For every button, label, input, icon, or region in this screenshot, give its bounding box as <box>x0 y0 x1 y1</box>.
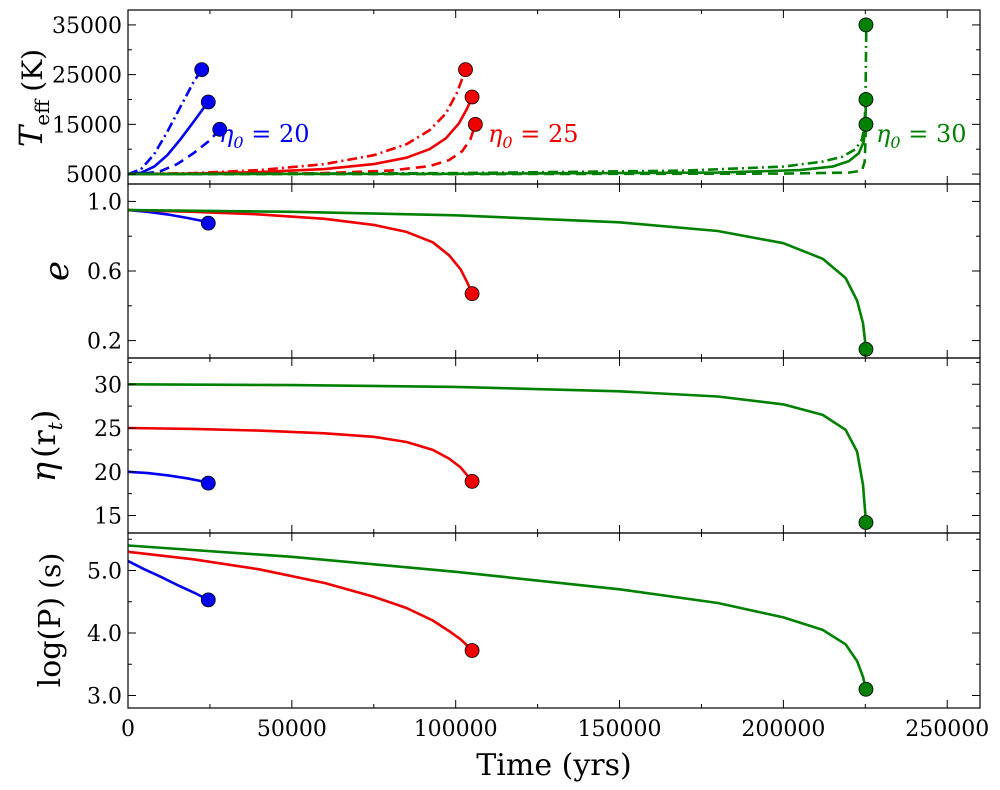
annotation-eta30-sub: 0 <box>890 133 900 152</box>
annotation-eta30-val: = 30 <box>901 120 967 148</box>
logp-marker-2 <box>858 681 874 697</box>
logp-panel: 3.0 4.0 5.0 <box>87 532 981 710</box>
eta-marker-2 <box>858 515 874 530</box>
annotation-eta25: η0 = 25 <box>488 120 578 152</box>
ecc-series-line-1 <box>128 208 474 295</box>
xtick-label-4: 200000 <box>741 717 825 742</box>
logp-series-group <box>128 544 868 690</box>
ecc-ylabel-main: e <box>37 261 77 281</box>
logp-ylabel: log(P) (s) <box>33 553 68 688</box>
xtick-label-0: 0 <box>121 717 135 742</box>
eta-series-group <box>128 383 868 523</box>
teff-ytick-label-0: 5000 <box>66 163 122 188</box>
ecc-marker-1 <box>464 286 480 302</box>
xtick-label-2: 100000 <box>414 717 498 742</box>
logp-series-line-2 <box>128 544 868 690</box>
annotation-eta20-main: η <box>219 120 234 148</box>
eta-ytick-label-2: 25 <box>94 417 122 442</box>
ecc-panel: 0.2 0.6 1.0 <box>87 183 981 359</box>
eta-ylabel-sub: t <box>43 421 67 430</box>
teff-marker-6 <box>858 17 874 33</box>
xtick-label-3: 150000 <box>578 717 662 742</box>
ecc-ytick-label-1: 0.6 <box>87 260 122 285</box>
teff-marker-0 <box>194 62 210 78</box>
teff-marker-1 <box>200 94 216 110</box>
logp-ytick-label-1: 4.0 <box>87 622 122 647</box>
teff-marker-5 <box>467 116 483 132</box>
annotation-eta25-val: = 25 <box>513 120 579 148</box>
teff-marker-7 <box>858 92 874 107</box>
eta-ylabel-close: ) <box>25 410 63 422</box>
ecc-marker-0 <box>200 215 216 231</box>
ecc-frame <box>127 183 981 359</box>
teff-marker-3 <box>458 62 473 78</box>
ecc-ylabel: e <box>37 261 77 281</box>
annotation-eta20-val: = 20 <box>244 120 310 148</box>
eta-marker-1 <box>464 473 480 489</box>
eta-series-line-1 <box>128 426 474 483</box>
teff-ytick-label-1: 15000 <box>52 113 122 138</box>
teff-marker-2 <box>212 121 228 137</box>
teff-marker-8 <box>858 116 874 132</box>
annotation-eta30: η0 = 30 <box>876 120 966 152</box>
teff-ylabel-unit: (K) <box>16 49 49 92</box>
teff-marker-4 <box>464 89 480 105</box>
ecc-series-group <box>128 208 868 350</box>
teff-series-group <box>128 24 868 176</box>
ecc-series-line-2 <box>128 208 868 350</box>
logp-series-line-0 <box>128 559 209 602</box>
annotation-eta25-main: η <box>488 120 503 148</box>
eta-ytick-label-1: 20 <box>94 461 122 486</box>
teff-panel: 5000 15000 25000 35000 <box>52 9 981 188</box>
teff-series-line-8 <box>128 24 868 176</box>
logp-ytick-label-2: 5.0 <box>87 560 122 585</box>
eta-marker-0 <box>200 475 216 491</box>
eta-ylabel-paren: (r <box>25 429 63 457</box>
logp-marker-1 <box>464 643 480 658</box>
teff-ylabel-main: T <box>12 123 50 147</box>
panels: 5000 15000 25000 35000 0.2 0.6 1.0 15 20 25 30 3.0 4… <box>52 9 989 742</box>
teff-ylabel: Teff (K) <box>12 49 54 147</box>
logp-ytick-label-0: 3.0 <box>87 685 122 710</box>
annotation-eta20-sub: 0 <box>233 133 243 152</box>
eta-series-line-2 <box>128 383 868 523</box>
annotation-eta20: η0 = 20 <box>219 120 309 152</box>
ecc-ytick-label-0: 0.2 <box>87 330 122 355</box>
ecc-marker-2 <box>858 341 874 357</box>
teff-ytick-label-3: 35000 <box>52 14 122 39</box>
teff-series-line-7 <box>128 124 868 176</box>
annotation-eta25-sub: 0 <box>502 133 512 152</box>
eta-series-line-0 <box>128 470 209 485</box>
logp-frame <box>127 532 981 709</box>
eta-ytick-label-0: 15 <box>94 505 122 530</box>
annotation-eta30-main: η <box>876 120 891 148</box>
teff-ytick-label-2: 25000 <box>52 64 122 89</box>
logp-ylabel-main: log(P) <box>33 597 68 687</box>
ecc-ytick-label-2: 1.0 <box>87 190 122 215</box>
teff-series-line-5 <box>128 69 467 176</box>
logp-ylabel-unit: (s) <box>34 553 67 589</box>
teff-series-line-0 <box>128 101 210 176</box>
logp-marker-0 <box>200 592 216 608</box>
teff-series-line-2 <box>128 68 203 176</box>
logp-series-line-1 <box>128 550 474 652</box>
eta-ytick-label-3: 30 <box>94 373 122 398</box>
eta-ylabel: η (rt) <box>24 410 67 483</box>
eta-panel: 15 20 25 30 <box>94 357 981 534</box>
eta-ylabel-main: η <box>24 461 64 482</box>
x-axis-label: Time (yrs) <box>476 748 631 783</box>
teff-ylabel-sub: eff <box>30 98 54 126</box>
xtick-label-1: 50000 <box>257 717 327 742</box>
xtick-label-5: 250000 <box>905 717 989 742</box>
